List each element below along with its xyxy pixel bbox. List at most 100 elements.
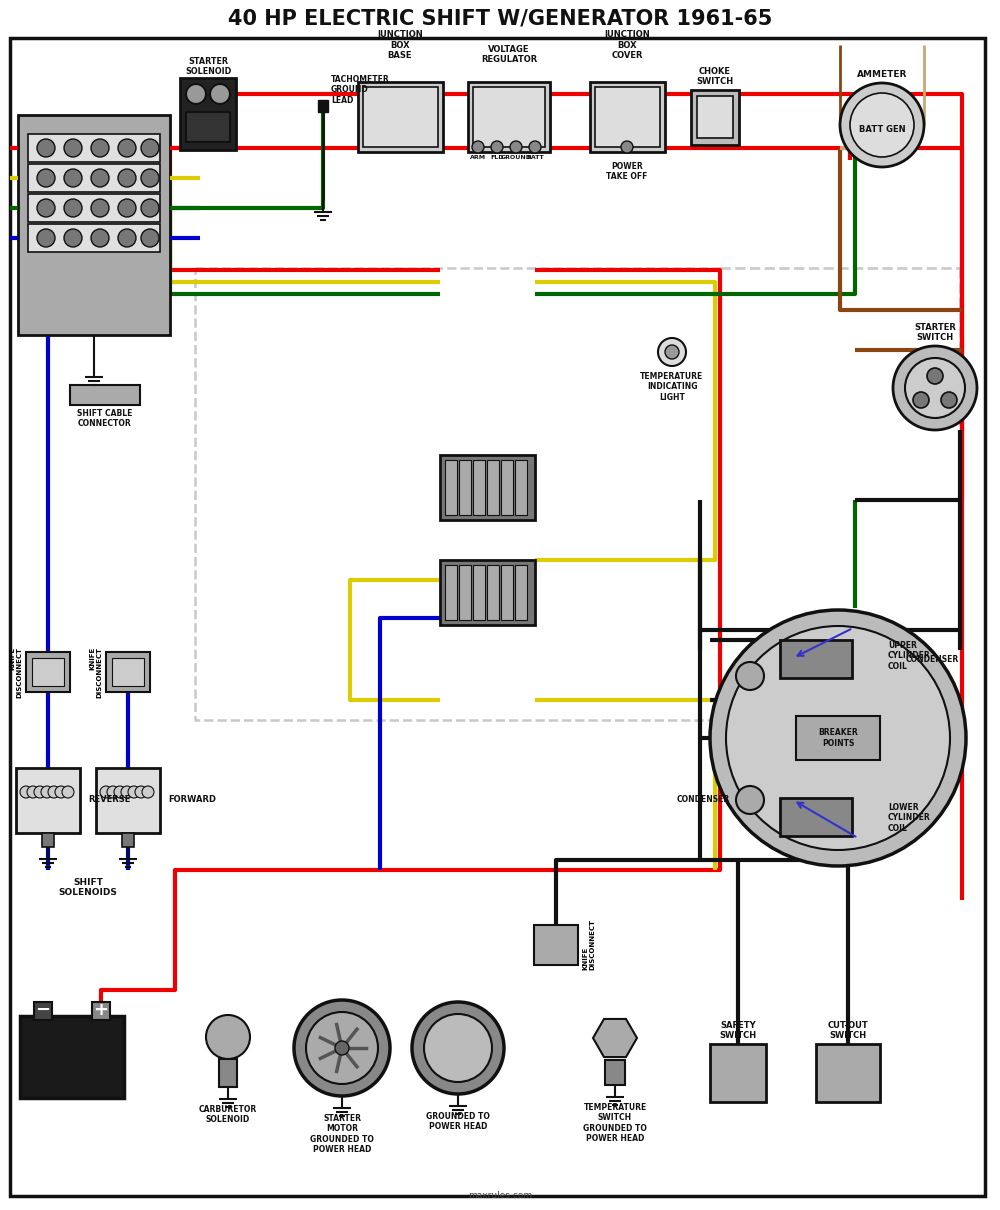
Circle shape xyxy=(210,83,230,104)
Bar xyxy=(459,565,471,620)
Circle shape xyxy=(206,1015,250,1059)
Bar xyxy=(42,832,54,847)
Circle shape xyxy=(135,786,147,799)
Bar xyxy=(219,1059,237,1087)
Circle shape xyxy=(294,999,390,1096)
Text: JUNCTION
BOX
BASE: JUNCTION BOX BASE xyxy=(377,30,423,60)
Bar xyxy=(796,716,880,760)
Circle shape xyxy=(621,142,633,152)
Text: KNIFE
DISCONNECT: KNIFE DISCONNECT xyxy=(582,920,595,970)
Text: STARTER
SOLENOID: STARTER SOLENOID xyxy=(185,57,231,76)
Bar xyxy=(180,77,236,150)
Bar xyxy=(473,87,545,146)
Circle shape xyxy=(20,786,32,799)
Circle shape xyxy=(114,786,126,799)
Bar xyxy=(501,565,513,620)
Text: GROUND: GROUND xyxy=(501,155,532,160)
Bar xyxy=(18,115,170,335)
Bar xyxy=(515,565,527,620)
Bar xyxy=(28,224,160,252)
Bar xyxy=(501,460,513,515)
Circle shape xyxy=(64,139,82,157)
Bar xyxy=(605,1060,625,1085)
Bar xyxy=(20,1016,124,1097)
Circle shape xyxy=(141,139,159,157)
Circle shape xyxy=(128,786,140,799)
Bar xyxy=(534,924,578,966)
Text: BATT GEN: BATT GEN xyxy=(859,125,905,133)
Text: SAFETY
SWITCH: SAFETY SWITCH xyxy=(719,1020,757,1041)
Circle shape xyxy=(62,786,74,799)
Text: +: + xyxy=(94,1001,108,1019)
Bar xyxy=(595,87,660,146)
Circle shape xyxy=(37,169,55,188)
Bar xyxy=(473,460,485,515)
Text: JUNCTION
BOX
COVER: JUNCTION BOX COVER xyxy=(604,30,650,60)
Circle shape xyxy=(118,229,136,247)
Bar xyxy=(590,82,665,152)
Bar xyxy=(122,832,134,847)
Circle shape xyxy=(107,786,119,799)
Circle shape xyxy=(55,786,67,799)
Circle shape xyxy=(37,198,55,217)
Bar xyxy=(697,96,733,138)
Circle shape xyxy=(913,392,929,408)
Bar xyxy=(28,194,160,221)
Bar xyxy=(468,82,550,152)
Text: CONDENSER: CONDENSER xyxy=(677,795,730,805)
Circle shape xyxy=(736,786,764,814)
Circle shape xyxy=(91,229,109,247)
Text: SHIFT
SOLENOIDS: SHIFT SOLENOIDS xyxy=(59,878,117,898)
Text: CARBURETOR
SOLENOID: CARBURETOR SOLENOID xyxy=(199,1105,257,1124)
Bar xyxy=(515,460,527,515)
Circle shape xyxy=(893,346,977,430)
Bar xyxy=(710,1044,766,1102)
Circle shape xyxy=(141,198,159,217)
Text: BREAKER
POINTS: BREAKER POINTS xyxy=(818,728,858,748)
Text: UPPER
CYLINDER
COIL: UPPER CYLINDER COIL xyxy=(888,641,931,670)
Bar xyxy=(358,82,443,152)
Circle shape xyxy=(736,662,764,690)
Circle shape xyxy=(121,786,133,799)
Text: KNIFE
DISCONNECT: KNIFE DISCONNECT xyxy=(9,646,22,697)
Circle shape xyxy=(472,142,484,152)
Text: LOWER
CYLINDER
COIL: LOWER CYLINDER COIL xyxy=(888,803,931,832)
Circle shape xyxy=(64,198,82,217)
Circle shape xyxy=(34,786,46,799)
Text: CUT-OUT
SWITCH: CUT-OUT SWITCH xyxy=(828,1020,868,1041)
Bar xyxy=(459,460,471,515)
Text: KNIFE
DISCONNECT: KNIFE DISCONNECT xyxy=(89,646,102,697)
Circle shape xyxy=(412,1002,504,1094)
Bar xyxy=(16,768,80,832)
Circle shape xyxy=(37,229,55,247)
Circle shape xyxy=(91,198,109,217)
Bar xyxy=(106,652,150,692)
Circle shape xyxy=(48,786,60,799)
Circle shape xyxy=(491,142,503,152)
Text: ARM: ARM xyxy=(470,155,486,160)
Text: TACHOMETER
GROUND
LEAD: TACHOMETER GROUND LEAD xyxy=(331,75,390,105)
Text: maxrules.com: maxrules.com xyxy=(468,1191,532,1200)
Bar xyxy=(445,565,457,620)
Circle shape xyxy=(142,786,154,799)
Bar xyxy=(28,134,160,162)
Circle shape xyxy=(141,169,159,188)
Text: VOLTAGE
REGULATOR: VOLTAGE REGULATOR xyxy=(481,45,537,64)
Bar xyxy=(92,1002,110,1020)
Bar xyxy=(96,768,160,832)
Circle shape xyxy=(118,139,136,157)
Circle shape xyxy=(658,338,686,365)
Text: 40 HP ELECTRIC SHIFT W/GENERATOR 1961-65: 40 HP ELECTRIC SHIFT W/GENERATOR 1961-65 xyxy=(228,8,772,28)
Circle shape xyxy=(710,610,966,866)
Circle shape xyxy=(64,169,82,188)
Bar xyxy=(112,658,144,686)
Circle shape xyxy=(186,83,206,104)
Bar xyxy=(28,165,160,192)
Circle shape xyxy=(91,139,109,157)
Text: STARTER
SWITCH: STARTER SWITCH xyxy=(914,323,956,342)
Bar xyxy=(487,565,499,620)
Text: BATT: BATT xyxy=(526,155,544,160)
Bar xyxy=(26,652,70,692)
Text: REVERSE: REVERSE xyxy=(88,795,130,805)
Circle shape xyxy=(941,392,957,408)
